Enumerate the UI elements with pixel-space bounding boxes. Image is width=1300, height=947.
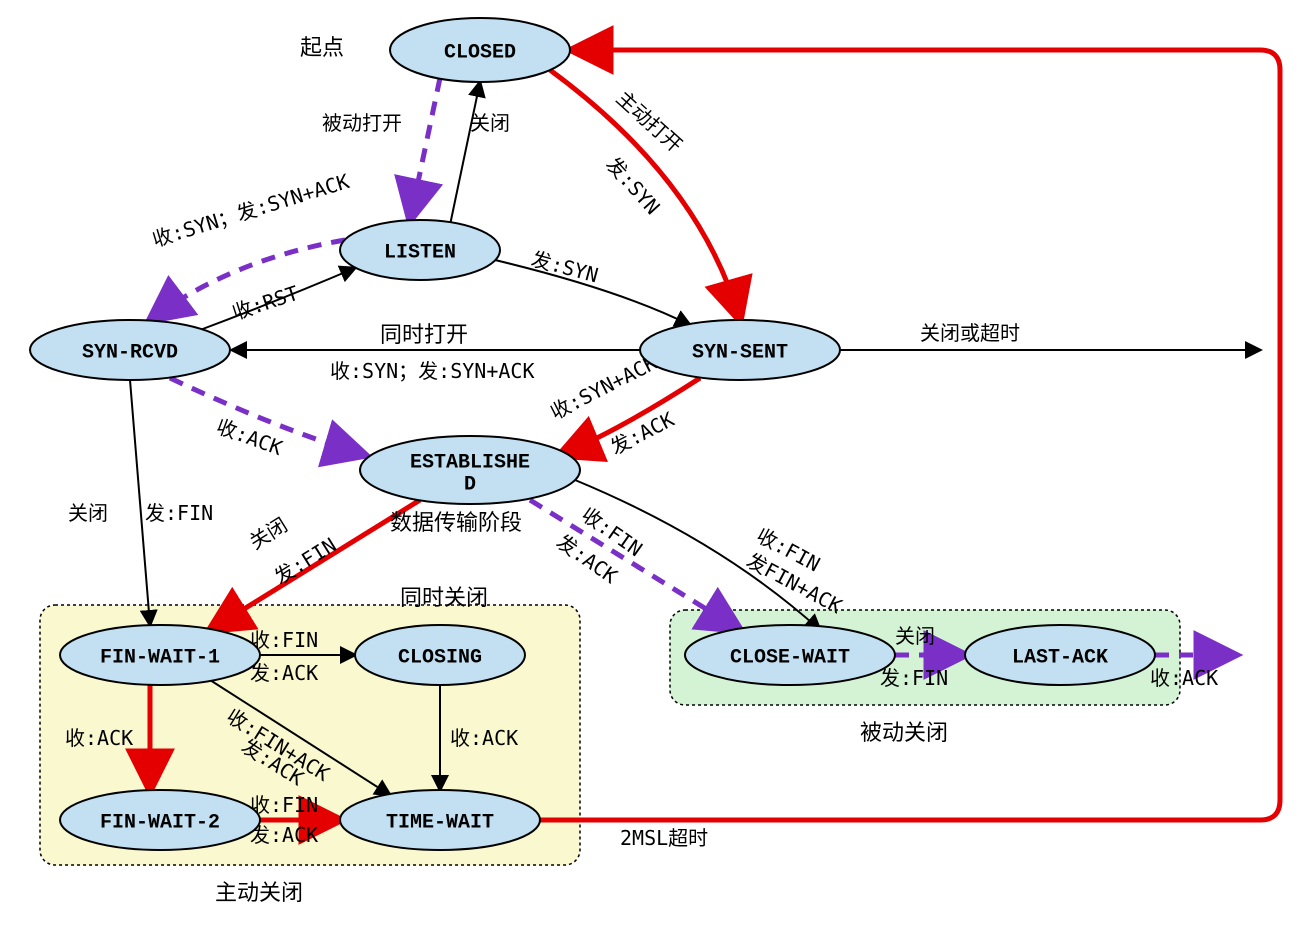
node-listen: LISTEN	[340, 220, 500, 280]
label-synrcvd-listen: 收:RST	[229, 281, 301, 325]
svg-text:LISTEN: LISTEN	[384, 241, 456, 264]
svg-text:FIN-WAIT-2: FIN-WAIT-2	[100, 811, 220, 834]
node-lastack: LAST-ACK	[965, 625, 1155, 685]
label-fw2-tw-1: 收:FIN	[250, 793, 318, 817]
label-closed-listen: 被动打开	[322, 111, 402, 135]
label-closing-tw: 收:ACK	[450, 726, 518, 750]
node-closewait: CLOSE-WAIT	[685, 625, 895, 685]
svg-text:SYN-SENT: SYN-SENT	[692, 341, 788, 364]
label-listen-synrcvd: 收:SYN；发:SYN+ACK	[149, 169, 352, 252]
label-listen-synsent: 发:SYN	[529, 247, 601, 288]
label-tw-closed: 2MSL超时	[620, 826, 708, 850]
label-synrcvd-fw1-1: 关闭	[68, 501, 108, 525]
label-closed-synsent-1: 主动打开	[612, 86, 688, 157]
node-synsent: SYN-SENT	[640, 320, 840, 380]
svg-text:FIN-WAIT-1: FIN-WAIT-1	[100, 646, 220, 669]
label-la-closed: 收:ACK	[1150, 666, 1218, 690]
label-sim-open: 同时打开	[380, 322, 468, 347]
edge-closed-listen	[410, 78, 440, 220]
svg-text:CLOSED: CLOSED	[444, 41, 516, 64]
svg-text:LAST-ACK: LAST-ACK	[1012, 646, 1108, 669]
edge-listen-closed	[450, 82, 480, 225]
label-synsent-closed: 关闭或超时	[920, 321, 1020, 345]
node-synrcvd: SYN-RCVD	[30, 320, 230, 380]
node-established: ESTABLISHE D	[360, 436, 580, 504]
label-est-fw1-2: 发:FIN	[270, 533, 341, 589]
label-fw1-closing-1: 收:FIN	[250, 628, 318, 652]
label-cw-la-2: 发:FIN	[880, 666, 948, 690]
svg-text:D: D	[464, 473, 476, 496]
label-synsent-synrcvd: 收:SYN；发:SYN+ACK	[330, 359, 535, 383]
annot-passive-close: 被动关闭	[860, 720, 948, 745]
node-finwait2: FIN-WAIT-2	[60, 790, 260, 850]
label-fw1-fw2: 收:ACK	[65, 726, 133, 750]
svg-text:TIME-WAIT: TIME-WAIT	[386, 811, 494, 834]
annot-data-phase: 数据传输阶段	[390, 510, 522, 535]
label-synrcvd-fw1-2: 发:FIN	[145, 501, 213, 525]
node-finwait1: FIN-WAIT-1	[60, 625, 260, 685]
label-fw1-closing-2: 发:ACK	[250, 661, 318, 685]
annot-sim-close: 同时关闭	[400, 585, 488, 610]
node-closing: CLOSING	[355, 625, 525, 685]
label-est-fw1-1: 关闭	[245, 513, 292, 555]
label-listen-closed: 关闭	[470, 111, 510, 135]
label-cw-la-1: 关闭	[895, 624, 935, 648]
node-closed: CLOSED	[390, 18, 570, 82]
label-fw2-tw-2: 发:ACK	[250, 823, 318, 847]
svg-text:ESTABLISHE: ESTABLISHE	[410, 451, 530, 474]
svg-text:SYN-RCVD: SYN-RCVD	[82, 341, 178, 364]
node-timewait: TIME-WAIT	[340, 790, 540, 850]
annot-start: 起点	[300, 35, 344, 60]
tcp-state-diagram: 被动打开 关闭 主动打开 发:SYN 收:SYN；发:SYN+ACK 收:RST…	[0, 0, 1300, 947]
svg-text:CLOSE-WAIT: CLOSE-WAIT	[730, 646, 850, 669]
label-synrcvd-est: 收:ACK	[213, 414, 285, 460]
annot-active-close: 主动关闭	[215, 880, 303, 905]
svg-text:CLOSING: CLOSING	[398, 646, 482, 669]
